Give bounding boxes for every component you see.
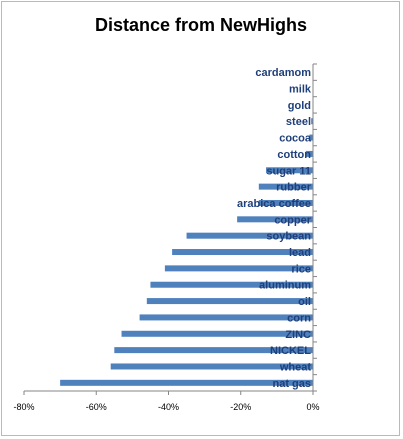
bar-lead (172, 249, 313, 256)
bars-group (60, 118, 313, 386)
bar-corn (139, 314, 313, 321)
bar-rubber (258, 183, 313, 190)
bar-soybean (186, 232, 313, 239)
category-label: corn (287, 312, 311, 324)
bar-copper (237, 216, 313, 223)
bar-wheat (110, 363, 313, 370)
bar-rice (164, 265, 313, 272)
chart-title: Distance from NewHighs (95, 15, 307, 35)
category-labels: nat gas wheat NICKEL ZINC corn oil aluminum ric… (237, 67, 312, 390)
category-label: arabica coffee (237, 198, 311, 210)
category-label: rice (291, 263, 311, 275)
x-tick-label: -40% (158, 402, 179, 412)
x-tick-label: -20% (230, 402, 251, 412)
bar-oil (146, 298, 313, 305)
bar-sugar-11 (266, 167, 313, 174)
x-tick-label: 0% (306, 402, 319, 412)
bar-steel (311, 118, 313, 125)
bar-zinc (121, 330, 313, 337)
category-label: copper (274, 214, 311, 226)
category-label: rubber (276, 182, 312, 194)
category-label: gold (288, 100, 311, 112)
category-label: cotton (277, 149, 311, 161)
category-label: milk (289, 84, 312, 96)
x-tick-label: -80% (13, 402, 34, 412)
category-label: cocoa (279, 133, 312, 145)
category-label: soybean (266, 231, 311, 243)
bar-nickel (114, 347, 313, 354)
x-axis: -80% -60% -40% -20% 0% (13, 63, 320, 412)
bar-aluminum (150, 281, 313, 288)
category-label: cardamom (255, 67, 311, 79)
bar-cocoa (309, 134, 313, 141)
x-tick-label: -60% (86, 402, 107, 412)
category-label: oil (298, 296, 311, 308)
bar-arabica-coffee (258, 199, 313, 206)
category-label: nat gas (272, 378, 311, 390)
bar-nat-gas (60, 379, 313, 386)
category-label: NICKEL (270, 345, 311, 357)
bar-cotton (305, 150, 313, 157)
category-label: steel (286, 116, 311, 128)
category-label: ZINC (285, 329, 311, 341)
category-label: lead (289, 247, 311, 259)
category-label: sugar 11 (266, 165, 311, 177)
category-label: wheat (279, 361, 312, 373)
category-label: aluminum (259, 280, 311, 292)
